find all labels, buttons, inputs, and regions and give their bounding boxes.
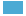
Mist [12,9,13,10]
Mist+Water shower [19,11,20,12]
Mist+Water shower [15,7,16,8]
Mist [14,6,15,7]
Mist+Water shower [14,5,15,6]
Mist+Water shower [12,8,13,9]
Water Shower [12,6,13,7]
Mist+Water shower [13,11,14,12]
Mist+Water shower [10,7,11,8]
Mist+Water shower [15,8,16,9]
Water Shower [13,10,14,11]
Mist+Water shower [7,5,8,6]
Mist+Water shower [16,9,17,10]
Mist+Water shower [9,8,10,9]
Water Shower [6,5,7,6]
Mist+Water shower [16,10,17,11]
Mist+Water shower [14,7,15,8]
Water Shower [19,11,20,12]
Mist [14,7,15,8]
Mist+Water shower [10,6,11,7]
Mist+Water shower [8,6,9,7]
Water Shower [15,8,16,9]
Mist [11,7,12,8]
Mist+Water shower [17,11,18,12]
Mist+Water shower [17,11,18,12]
Mist+Water shower [12,9,13,10]
Mist [6,5,7,6]
Water Shower [13,9,14,10]
Mist [8,7,9,8]
Mist+Water shower [12,8,13,9]
Mist [13,10,14,11]
Water Shower [12,4,13,5]
Mist [13,12,14,13]
Mist [14,6,15,7]
Mist+Water shower [6,3,7,4]
Water Shower [7,6,8,7]
Water Shower [14,5,15,6]
Mist+Water shower [12,8,13,9]
Mist+Water shower [12,9,13,10]
Mist [12,9,13,10]
Water Shower [16,10,17,11]
Water Shower [14,6,15,7]
Mist+Water shower [11,7,12,8]
Water Shower [6,5,7,6]
Mist+Water shower [7,5,8,6]
Mist [11,7,12,8]
Mist+Water shower [11,8,12,9]
Mist+Water shower [13,10,14,11]
Mist+Water shower [6,4,7,5]
Water Shower [15,7,16,8]
Mist+Water shower [13,11,14,12]
Mist [15,11,16,12]
Mist+Water shower [8,7,9,8]
Mist+Water shower [13,11,14,12]
Mist [14,7,15,8]
Mist+Water shower [11,8,12,9]
Mist+Water shower [8,7,9,8]
Water Shower [12,5,13,6]
Mist+Water shower [6,5,7,6]
Mist+Water shower [14,6,15,7]
Mist [15,11,16,12]
Mist+Water shower [12,8,13,9]
Water Shower [13,9,14,10]
Water Shower [6,5,7,6]
Mist+Water shower [17,10,18,11]
Water Shower [16,10,17,11]
Mist+Water shower [17,10,18,11]
Mist+Water shower [13,10,14,11]
Mist+Water shower [6,4,7,5]
Water Shower [14,5,15,6]
Mist+Water shower [7,6,8,7]
Mist+Water shower [7,5,8,6]
Mist+Water shower [7,6,8,7]
Mist+Water shower [12,9,13,10]
Mist+Water shower [13,10,14,11]
Mist+Water shower [6,3,7,4]
Mist+Water shower [16,9,17,10]
